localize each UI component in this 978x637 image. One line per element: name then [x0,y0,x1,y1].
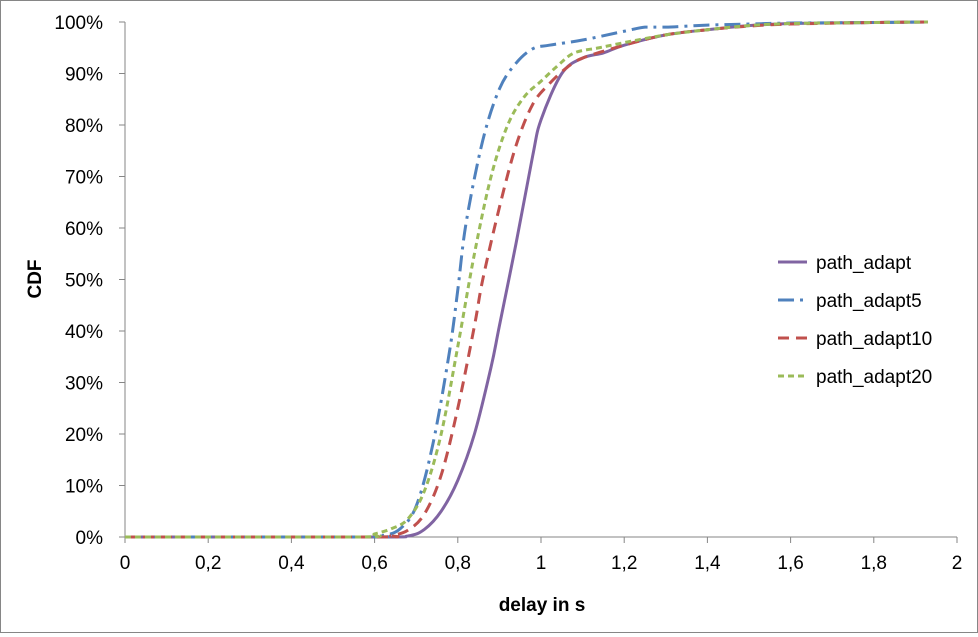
x-tick-label: 1,8 [861,553,887,574]
y-tick-label: 10% [65,477,103,498]
legend-label: path_adapt5 [816,291,922,312]
x-tick-label: 0,2 [195,553,221,574]
x-axis-ticks: 0 0,2 0,4 0,6 0,8 1 1,2 1,4 1,6 1,8 2 [120,537,963,574]
y-tick-label: 60% [65,219,103,240]
x-tick-label: 0,4 [278,553,305,574]
series-line-path-adapt [125,20,928,539]
y-axis-ticks: 0% 10% 20% 30% 40% 50% 60% 70% 80% 90% 100% [54,13,125,549]
y-tick-label: 90% [65,65,103,86]
x-tick-label: 1,6 [777,553,803,574]
y-tick-label: 40% [65,322,103,343]
x-tick-label: 2 [952,553,963,574]
y-axis-title: CDF [25,259,46,298]
series-line-path-adapt20 [125,20,928,539]
x-tick-label: 1 [536,553,547,574]
x-tick-label: 1,4 [694,553,721,574]
legend: path_adapt path_adapt5 path_adapt10 path_ad… [778,253,932,388]
series-lines [125,20,928,539]
y-tick-label: 30% [65,374,103,395]
axes [124,22,957,538]
x-tick-label: 0,6 [361,553,387,574]
y-tick-label: 80% [65,116,103,137]
series-line-path-adapt5 [125,20,928,539]
legend-label: path_adapt10 [816,329,932,350]
x-tick-label: 0,8 [445,553,471,574]
y-tick-label: 50% [65,271,103,292]
y-tick-label: 0% [76,528,104,549]
y-tick-label: 100% [54,13,103,34]
x-tick-label: 1,2 [611,553,637,574]
x-tick-label: 0 [120,553,131,574]
legend-label: path_adapt20 [816,367,932,388]
y-tick-label: 70% [65,168,103,189]
x-axis-title: delay in s [499,595,586,616]
series-line-path-adapt10 [125,20,928,539]
y-tick-label: 20% [65,425,103,446]
legend-label: path_adapt [816,253,912,274]
